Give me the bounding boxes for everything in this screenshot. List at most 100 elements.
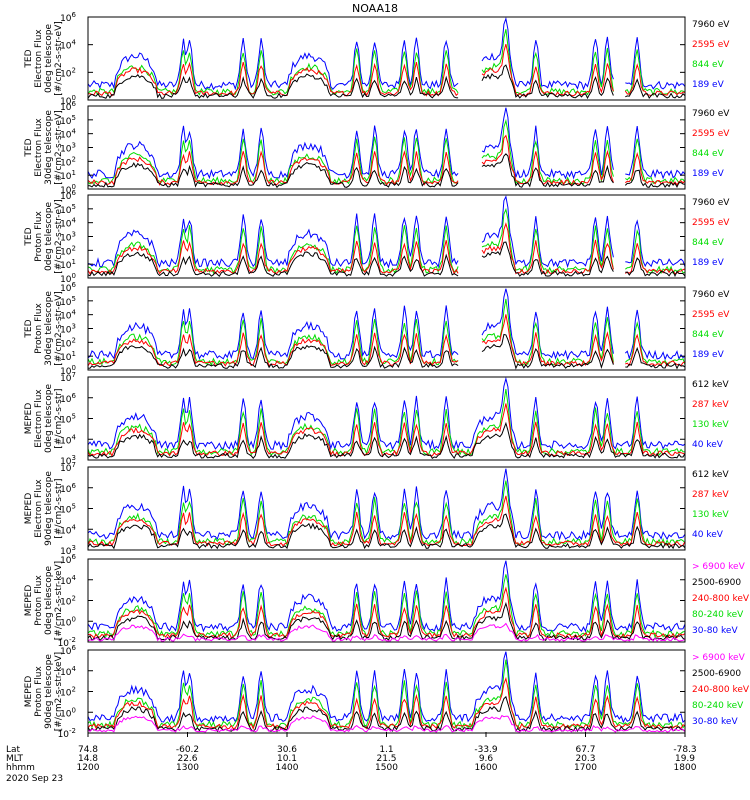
ylabel-line: TED [24, 319, 34, 338]
legend-entry: 40 keV [692, 440, 724, 450]
series-blue [88, 288, 685, 361]
legend-entry: 2500-6900 [692, 669, 741, 679]
hhmm-label: 1400 [276, 763, 299, 773]
series-green [88, 29, 685, 97]
panel-2-series [88, 107, 685, 189]
ylabel-line: [#/cm2-s-str-eV] [54, 110, 64, 185]
lat-label: 74.8 [78, 745, 98, 755]
legend-entry: 2595 eV [692, 129, 730, 139]
ylabel-line: MEPED [24, 585, 34, 617]
legend-entry: 240-800 keV [692, 594, 750, 604]
panel-4-series [88, 288, 685, 370]
lat-label: 1.1 [379, 745, 393, 755]
ylabel-line: Proton Flux [34, 666, 44, 717]
series-red [88, 586, 685, 639]
legend-entry: 7960 eV [692, 198, 730, 208]
ylabel-line: 30deg telescope [44, 291, 54, 366]
ylabel-line: Proton Flux [34, 575, 44, 626]
ylabel-line: MEPED [24, 676, 34, 708]
ylabel-line: TED [24, 227, 34, 246]
ylabel-line: 90deg telescope [44, 471, 54, 546]
legend-entry: 30-80 keV [692, 717, 738, 727]
date-label: 2020 Sep 23 [6, 774, 63, 784]
ylabel-line: [#/cm2-s-str-eV] [54, 199, 64, 274]
legend-entry: 844 eV [692, 149, 725, 159]
series-green [88, 574, 685, 639]
ylabel-line: Electron Flux [34, 389, 44, 448]
legend-entry: 7960 eV [692, 109, 730, 119]
row-label: Lat [6, 745, 21, 755]
panel-frame [87, 286, 686, 371]
series-blue [88, 377, 685, 451]
legend-entry: 240-800 keV [692, 685, 750, 695]
series-magenta [88, 714, 685, 733]
panel-frame [87, 466, 686, 551]
panel-3-series [88, 195, 685, 278]
mlt-label: 22.6 [177, 754, 197, 764]
legend-entry: 844 eV [692, 60, 725, 70]
series-green [88, 389, 685, 457]
chart-title: NOAA18 [352, 2, 398, 15]
lat-label: -60.2 [176, 745, 199, 755]
ylabel-line: Electron Flux [34, 479, 44, 538]
ylabel-line: TED [24, 138, 34, 157]
panel-8-series [88, 651, 685, 733]
legend-entry: 287 keV [692, 490, 729, 500]
hhmm-label: 1700 [574, 763, 597, 773]
hhmm-label: 1200 [77, 763, 100, 773]
ylabel-line: 0deg telescope [44, 202, 54, 272]
series-black [88, 513, 685, 550]
panel-1-series [88, 17, 685, 100]
legend-entry: 2500-6900 [692, 578, 741, 588]
legend-entry: 2595 eV [692, 310, 730, 320]
legend-entry: 40 keV [692, 530, 724, 540]
legend-entry: 7960 eV [692, 20, 730, 30]
legend-entry: 287 keV [692, 400, 729, 410]
series-blue [88, 107, 685, 180]
ylabel-line: Electron Flux [34, 118, 44, 177]
series-blue [88, 195, 685, 269]
panel-7-series [88, 560, 685, 642]
ylabel-line: [#/cm2-s-str-keV] [54, 652, 64, 731]
lat-label: 67.7 [575, 745, 595, 755]
legend-entry: 7960 eV [692, 290, 730, 300]
series-black [88, 333, 685, 370]
series-green [88, 207, 685, 275]
mlt-label: 21.5 [376, 754, 396, 764]
row-label: hhmm [6, 763, 35, 773]
mlt-label: 9.6 [479, 754, 494, 764]
ylabel-line: [#/cm2-s-str-eV] [54, 291, 64, 366]
series-green [88, 659, 685, 730]
ylabel-line: MEPED [24, 403, 34, 435]
ylabel-line: 30deg telescope [44, 110, 54, 185]
series-black [88, 64, 685, 100]
legend-entry: 189 eV [692, 169, 725, 179]
ylabel-line: Electron Flux [34, 29, 44, 88]
legend-entry: > 6900 keV [692, 562, 746, 572]
hhmm-label: 1500 [375, 763, 398, 773]
ylabel-line: [#/cm2-s-str] [54, 388, 64, 448]
legend-entry: > 6900 keV [692, 653, 746, 663]
series-red [88, 134, 685, 186]
ylabel-line: 0deg telescope [44, 566, 54, 636]
mlt-label: 10.1 [277, 754, 297, 764]
legend-entry: 130 keV [692, 420, 729, 430]
series-black [88, 153, 685, 189]
legend-entry: 80-240 keV [692, 610, 744, 620]
series-red [88, 43, 685, 97]
legend-entry: 30-80 keV [692, 626, 738, 636]
lat-label: 30.6 [277, 745, 297, 755]
legend-entry: 2595 eV [692, 40, 730, 50]
mlt-label: 20.3 [575, 754, 595, 764]
mlt-label: 19.9 [675, 754, 695, 764]
legend-entry: 2595 eV [692, 218, 730, 228]
series-magenta [88, 622, 685, 642]
ylabel-line: [#/cm2-s-str] [54, 478, 64, 538]
